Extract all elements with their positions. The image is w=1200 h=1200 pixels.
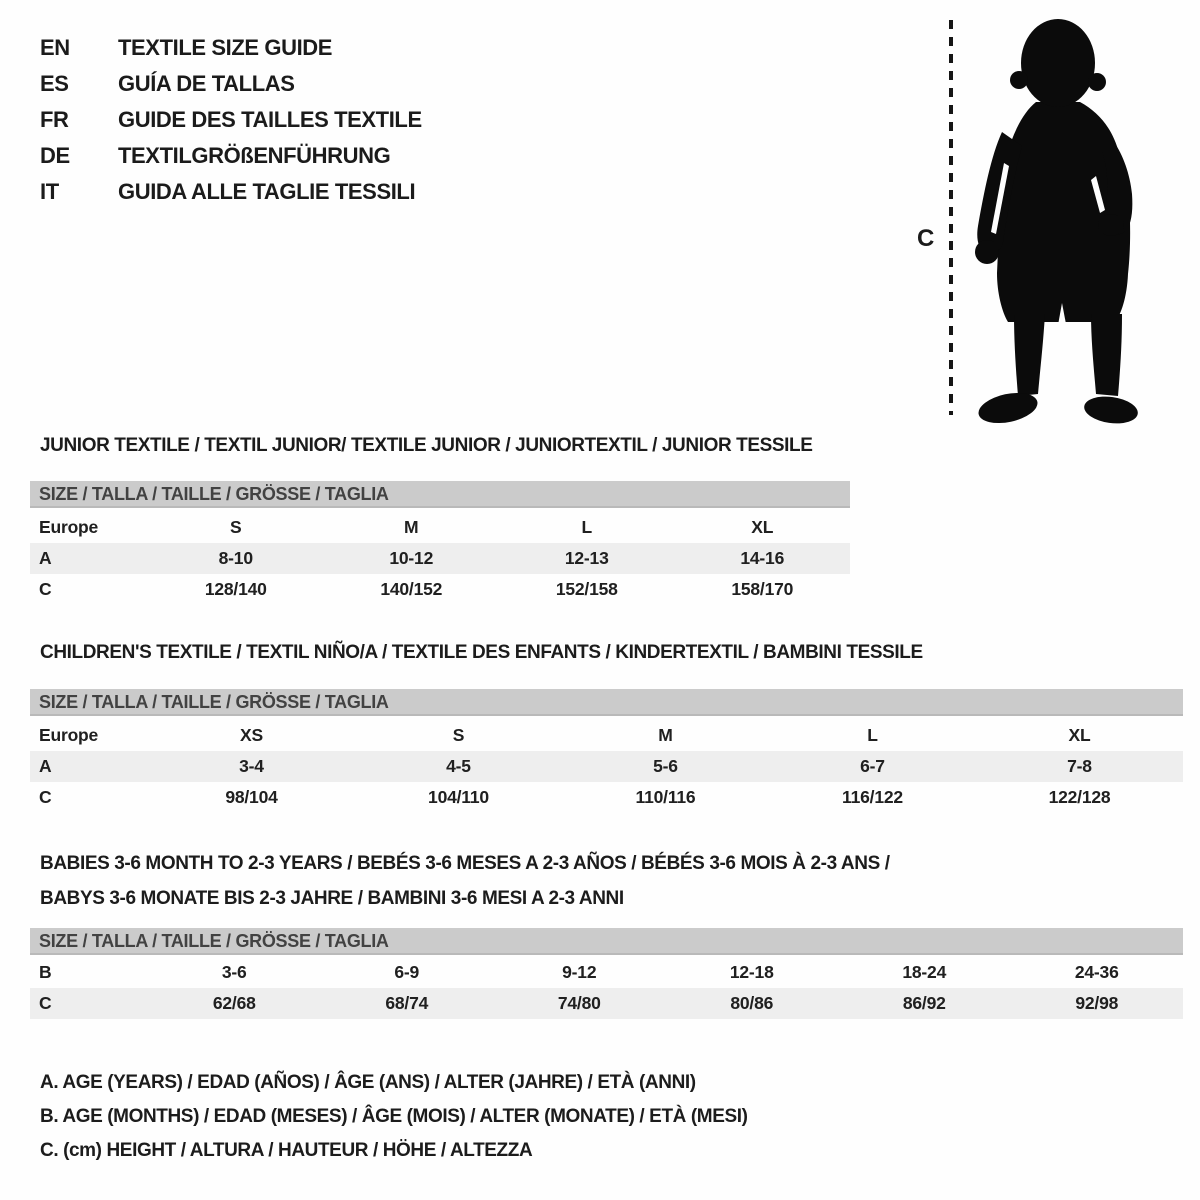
section-title-babies-line1: BABIES 3-6 MONTH TO 2-3 YEARS / BEBÉS 3-… [40, 853, 890, 874]
height-cell: 86/92 [902, 993, 946, 1013]
height-cell: 110/116 [635, 787, 696, 807]
size-cell: M [404, 517, 419, 537]
table-row: B 3-6 6-9 9-12 12-18 18-24 24-36 [30, 957, 1183, 988]
junior-size-table: Europe S M L XL A 8-10 10-12 12-13 14-16… [30, 512, 850, 605]
age-cell: 9-12 [562, 962, 597, 982]
age-cell: 8-10 [218, 548, 253, 568]
height-cell: 158/170 [731, 579, 794, 599]
height-cell: 68/74 [385, 993, 429, 1013]
age-cell: 14-16 [740, 548, 785, 568]
age-cell: 3-6 [221, 962, 247, 982]
size-header-bar-children: SIZE / TALLA / TAILLE / GRÖSSE / TAGLIA [30, 689, 1183, 716]
row-label: C [39, 993, 52, 1013]
height-cell: 98/104 [225, 787, 278, 807]
table-row: A 8-10 10-12 12-13 14-16 [30, 543, 850, 574]
age-cell: 5-6 [653, 756, 678, 776]
height-measure-label: C [917, 225, 934, 252]
height-cell: 122/128 [1048, 787, 1111, 807]
height-figure-svg: C [917, 19, 1138, 424]
language-code: DE [40, 143, 70, 168]
language-title: GUIDA ALLE TAGLIE TESSILI [118, 179, 416, 204]
section-title-babies: BABIES 3-6 MONTH TO 2-3 YEARS / BEBÉS 3-… [40, 846, 890, 916]
babies-size-table: B 3-6 6-9 9-12 12-18 18-24 24-36 C 62/68… [30, 957, 1183, 1019]
table-row: Europe S M L XL [30, 512, 850, 543]
language-title: TEXTILGRÖßENFÜHRUNG [118, 143, 391, 168]
age-cell: 3-4 [239, 756, 264, 776]
language-row: EN TEXTILE SIZE GUIDE [40, 30, 422, 66]
height-cell: 104/110 [428, 787, 489, 807]
language-code: IT [40, 179, 59, 204]
size-header-bar-babies: SIZE / TALLA / TAILLE / GRÖSSE / TAGLIA [30, 928, 1183, 955]
language-code: ES [40, 71, 69, 96]
language-row: FR GUIDE DES TAILLES TEXTILE [40, 102, 422, 138]
age-cell: 12-13 [564, 548, 609, 568]
row-label: Europe [39, 725, 99, 745]
row-label: C [39, 787, 52, 807]
height-cell: 74/80 [557, 993, 601, 1013]
size-cell: S [230, 517, 242, 537]
size-cell: XL [1068, 725, 1091, 745]
language-title: GUIDE DES TAILLES TEXTILE [118, 107, 422, 132]
height-cell: 92/98 [1075, 993, 1119, 1013]
size-cell: S [452, 725, 465, 745]
row-label: Europe [39, 517, 99, 537]
language-list: EN TEXTILE SIZE GUIDE ES GUÍA DE TALLAS … [40, 30, 422, 210]
legend-height-cm: C. (cm) HEIGHT / ALTURA / HAUTEUR / HÖHE… [40, 1140, 533, 1161]
size-cell: L [581, 517, 593, 537]
language-row: IT GUIDA ALLE TAGLIE TESSILI [40, 174, 422, 210]
language-code: EN [40, 35, 70, 60]
section-title-children: CHILDREN'S TEXTILE / TEXTIL NIÑO/A / TEX… [40, 642, 923, 663]
height-cell: 80/86 [730, 993, 774, 1013]
table-row: C 98/104 104/110 110/116 116/122 122/128 [30, 782, 1183, 813]
row-label: A [39, 548, 52, 568]
height-figure: C [895, 6, 1155, 430]
height-cell: 140/152 [380, 579, 443, 599]
table-row: Europe XS S M L XL [30, 720, 1183, 751]
children-size-table: Europe XS S M L XL A 3-4 4-5 5-6 6-7 7-8… [30, 720, 1183, 813]
height-cell: 62/68 [212, 993, 256, 1013]
row-label: C [39, 579, 52, 599]
section-title-babies-line2: BABYS 3-6 MONATE BIS 2-3 JAHRE / BAMBINI… [40, 888, 624, 909]
row-label: A [39, 756, 52, 776]
size-cell: M [658, 725, 673, 745]
height-cell: 116/122 [842, 787, 903, 807]
age-cell: 12-18 [729, 962, 774, 982]
language-row: ES GUÍA DE TALLAS [40, 66, 422, 102]
size-header-bar-junior: SIZE / TALLA / TAILLE / GRÖSSE / TAGLIA [30, 481, 850, 508]
age-cell: 7-8 [1067, 756, 1092, 776]
language-row: DE TEXTILGRÖßENFÜHRUNG [40, 138, 422, 174]
language-title: TEXTILE SIZE GUIDE [118, 35, 333, 60]
measure-legend: A. AGE (YEARS) / EDAD (AÑOS) / ÂGE (ANS)… [40, 1066, 748, 1168]
baby-silhouette-icon [975, 19, 1138, 424]
language-code: FR [40, 107, 69, 132]
table-row: C 128/140 140/152 152/158 158/170 [30, 574, 850, 605]
legend-age-months: B. AGE (MONTHS) / EDAD (MESES) / ÂGE (MO… [40, 1106, 748, 1127]
section-title-junior: JUNIOR TEXTILE / TEXTIL JUNIOR/ TEXTILE … [40, 435, 813, 456]
size-cell: XL [751, 517, 774, 537]
height-cell: 152/158 [555, 579, 618, 599]
age-cell: 10-12 [389, 548, 434, 568]
size-cell: XS [240, 725, 263, 745]
age-cell: 4-5 [446, 756, 471, 776]
size-cell: L [867, 725, 878, 745]
age-cell: 6-9 [394, 962, 420, 982]
age-cell: 18-24 [902, 962, 947, 982]
table-row: A 3-4 4-5 5-6 6-7 7-8 [30, 751, 1183, 782]
age-cell: 6-7 [860, 756, 885, 776]
height-cell: 128/140 [204, 579, 267, 599]
age-cell: 24-36 [1074, 962, 1119, 982]
language-title: GUÍA DE TALLAS [118, 71, 295, 96]
legend-age-years: A. AGE (YEARS) / EDAD (AÑOS) / ÂGE (ANS)… [40, 1072, 696, 1093]
table-row: C 62/68 68/74 74/80 80/86 86/92 92/98 [30, 988, 1183, 1019]
row-label: B [39, 962, 52, 982]
